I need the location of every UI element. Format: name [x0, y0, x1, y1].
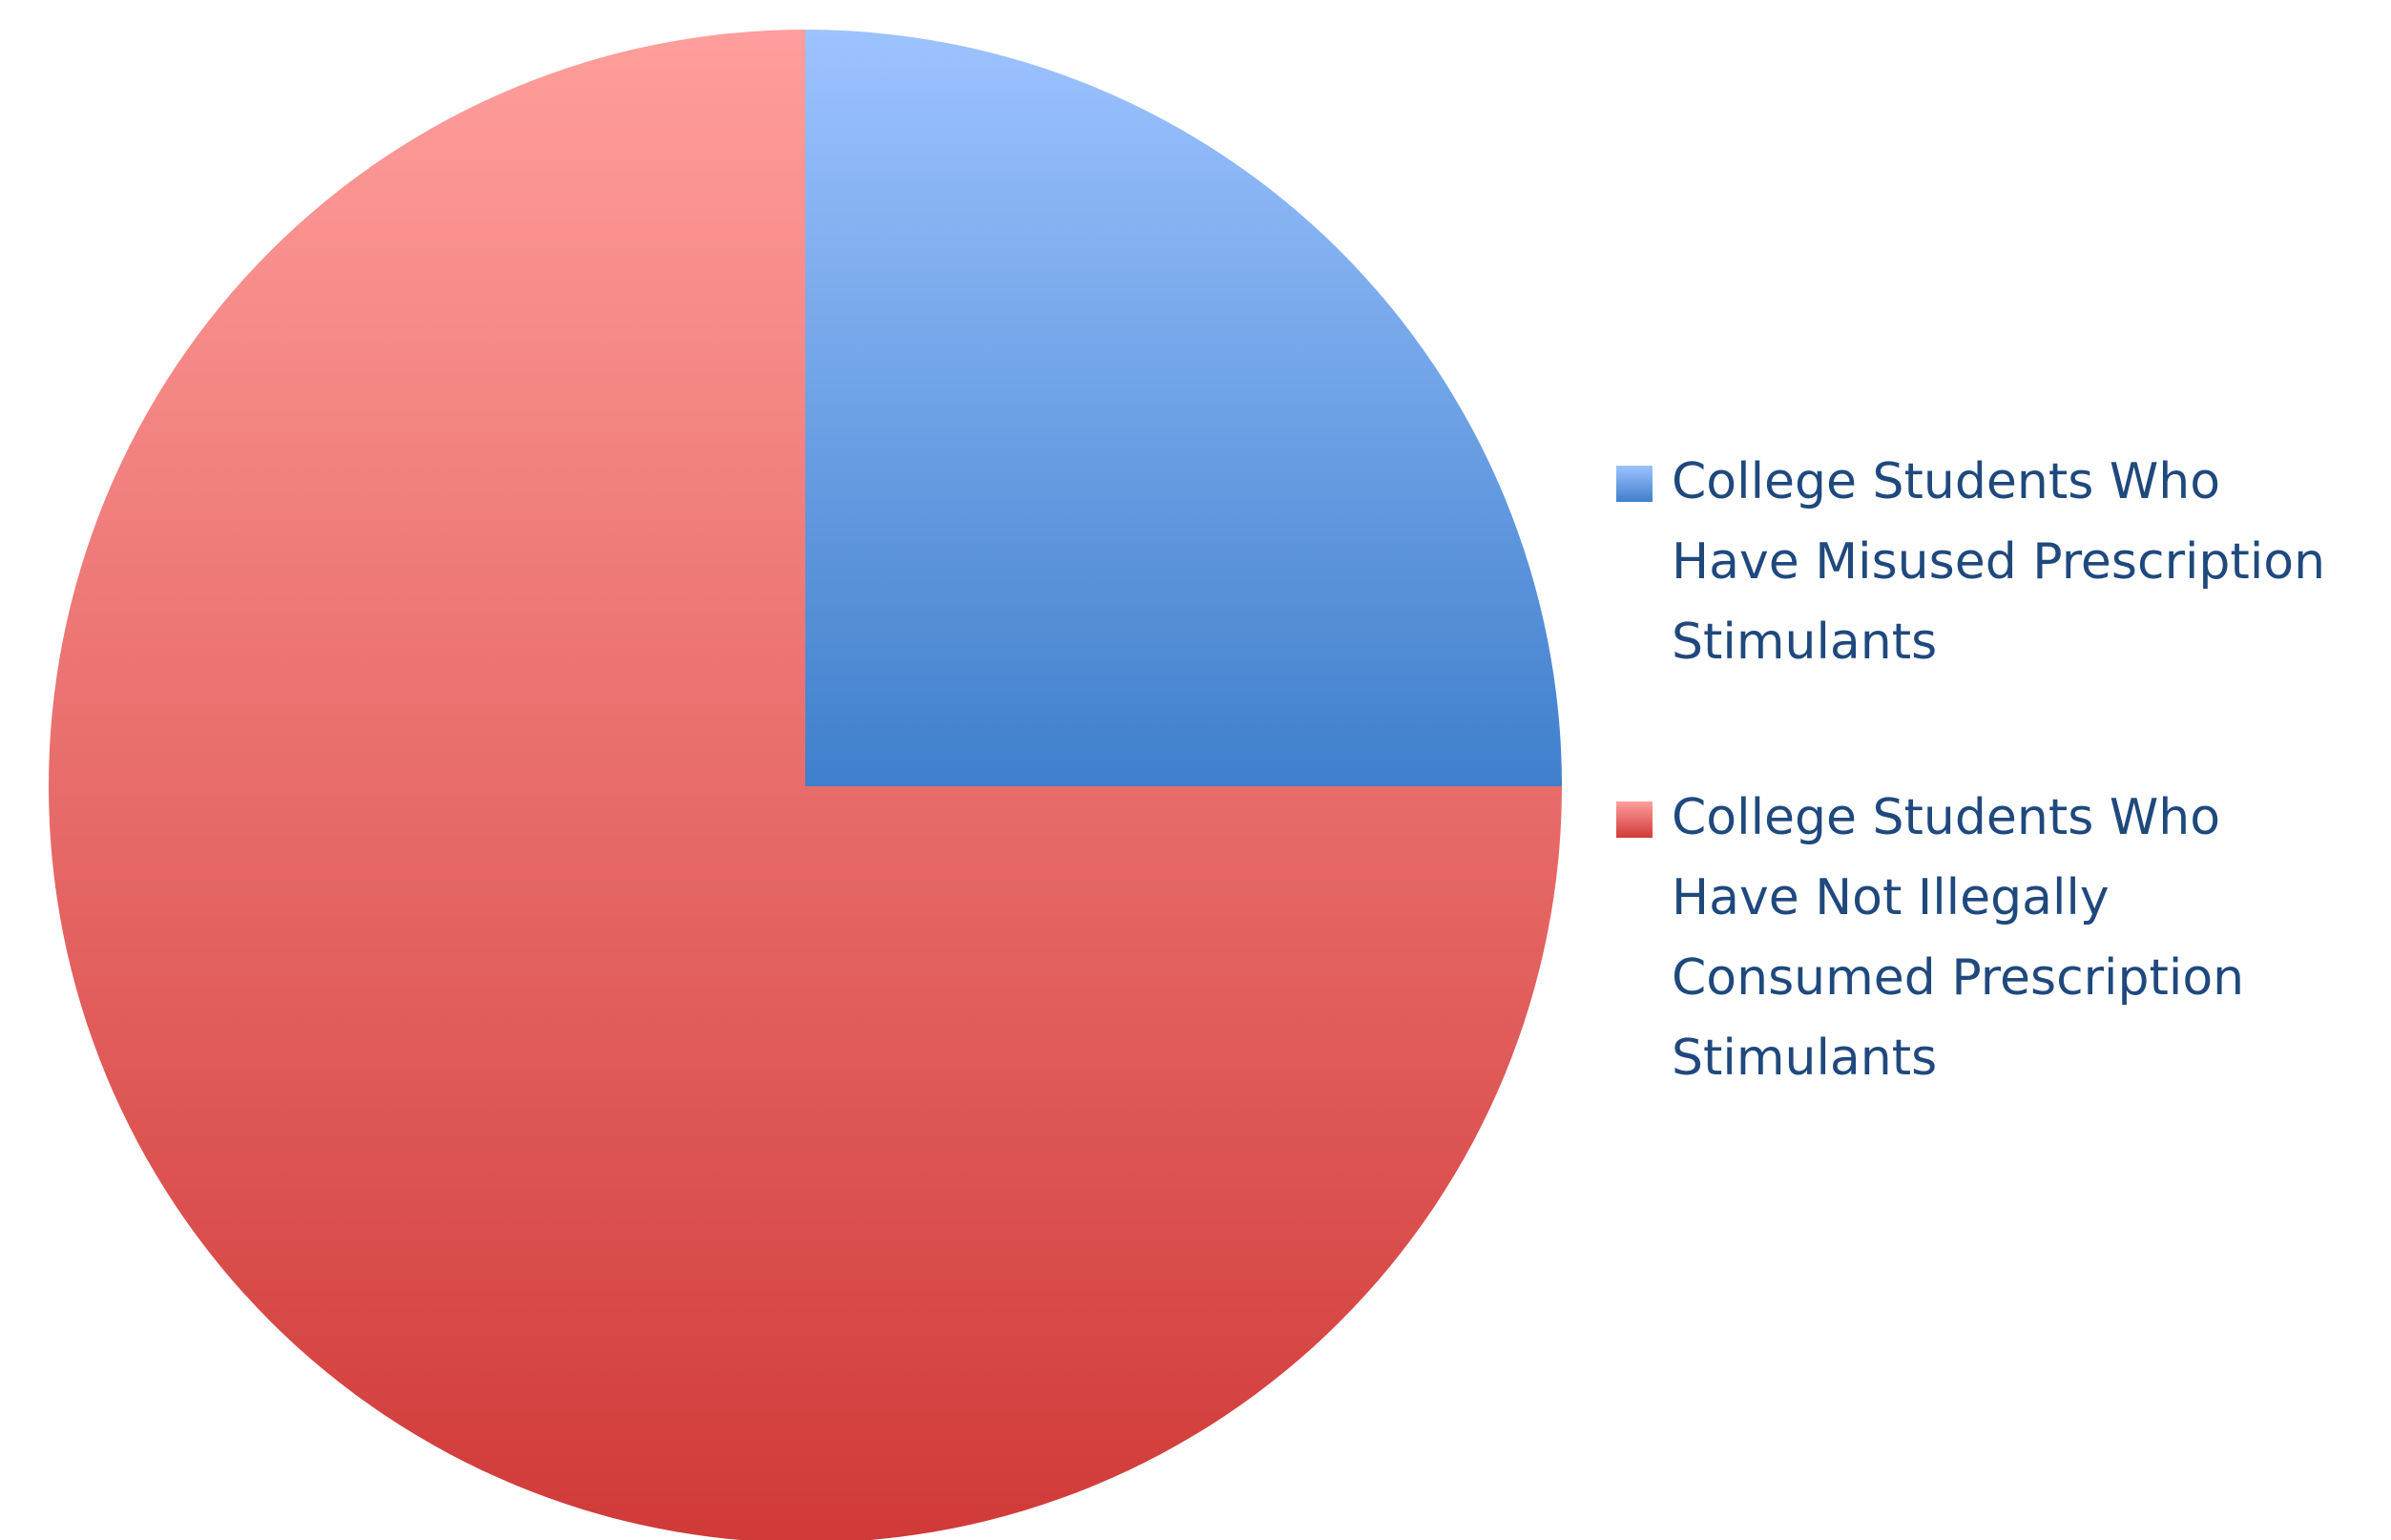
legend-label-line: Stimulants	[1672, 614, 1937, 671]
legend-label-line: Have Misused Prescription	[1672, 533, 2325, 591]
pie-slice-1	[805, 30, 1562, 786]
legend-label-2: College Students Who Have Not Illegally Co…	[1672, 789, 2244, 1087]
legend: College Students Who Have Misused Prescri…	[1616, 453, 2325, 1087]
legend-label-line: College Students Who	[1672, 789, 2220, 846]
legend-label-line: Have Not Illegally	[1672, 869, 2110, 926]
legend-swatch-1	[1616, 466, 1653, 502]
legend-label-line: Consumed Prescription	[1672, 949, 2244, 1007]
legend-item-1: College Students Who Have Misused Prescri…	[1616, 453, 2325, 671]
pie-slice-2	[49, 30, 1562, 1540]
pie-slices	[49, 30, 1562, 1540]
legend-label-line: College Students Who	[1672, 453, 2220, 510]
legend-label-1: College Students Who Have Misused Prescri…	[1672, 453, 2325, 671]
legend-label-line: Stimulants	[1672, 1030, 1937, 1087]
legend-item-2: College Students Who Have Not Illegally Co…	[1616, 789, 2244, 1087]
legend-swatch-2	[1616, 801, 1653, 838]
